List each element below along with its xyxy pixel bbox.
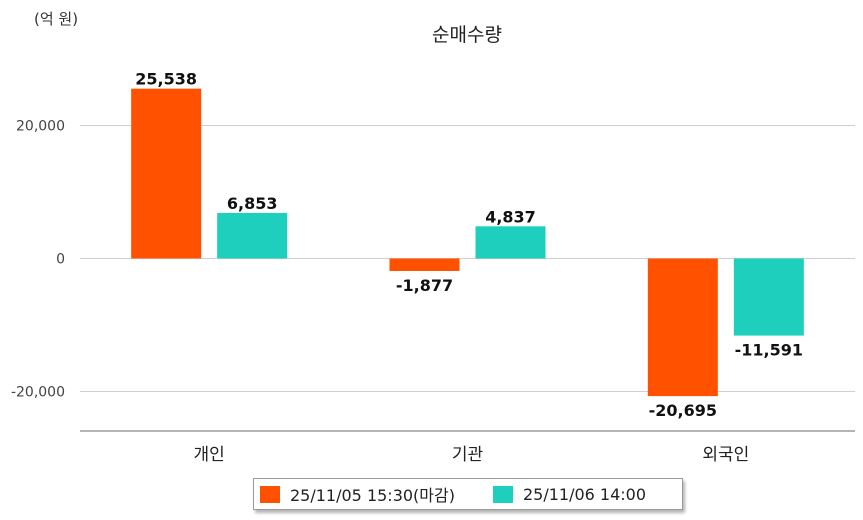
data-label: 25,538 bbox=[135, 70, 197, 89]
legend-item-series-1[interactable]: 25/11/05 15:30(마감) bbox=[260, 482, 455, 506]
chart-plot: 20,000 0 -20,000 개인 기관 외국인 25,538 6,853 -1,877 4,… bbox=[11, 70, 855, 465]
bar bbox=[389, 258, 460, 271]
bar bbox=[647, 258, 718, 397]
y-tick-label: 20,000 bbox=[16, 119, 65, 135]
legend-swatch-series-1 bbox=[260, 485, 280, 503]
data-label: -20,695 bbox=[649, 401, 717, 420]
legend-swatch-series-2 bbox=[492, 485, 513, 503]
y-tick-label: -20,000 bbox=[11, 385, 65, 401]
y-tick-label: 0 bbox=[56, 252, 65, 268]
bar bbox=[475, 226, 546, 259]
data-label: 6,853 bbox=[227, 194, 278, 213]
bar bbox=[733, 258, 804, 336]
legend-label-series-1: 25/11/05 15:30(마감) bbox=[290, 486, 455, 505]
legend-label-series-2: 25/11/06 14:00 bbox=[522, 484, 647, 504]
x-tick-label: 외국인 bbox=[702, 445, 749, 465]
data-label: 4,837 bbox=[485, 207, 536, 226]
legend-item-series-2[interactable]: 25/11/06 14:00 bbox=[492, 484, 647, 504]
x-tick-label: 개인 bbox=[194, 445, 225, 465]
data-label: -11,591 bbox=[735, 341, 803, 360]
chart-title: 순매수량 bbox=[432, 24, 502, 46]
legend: 25/11/05 15:30(마감) 25/11/06 14:00 bbox=[253, 478, 683, 510]
data-label: -1,877 bbox=[396, 276, 453, 295]
x-tick-label: 기관 bbox=[452, 445, 483, 465]
bar bbox=[217, 212, 288, 259]
unit-label: (억 원) bbox=[34, 10, 79, 28]
bar bbox=[131, 88, 202, 259]
